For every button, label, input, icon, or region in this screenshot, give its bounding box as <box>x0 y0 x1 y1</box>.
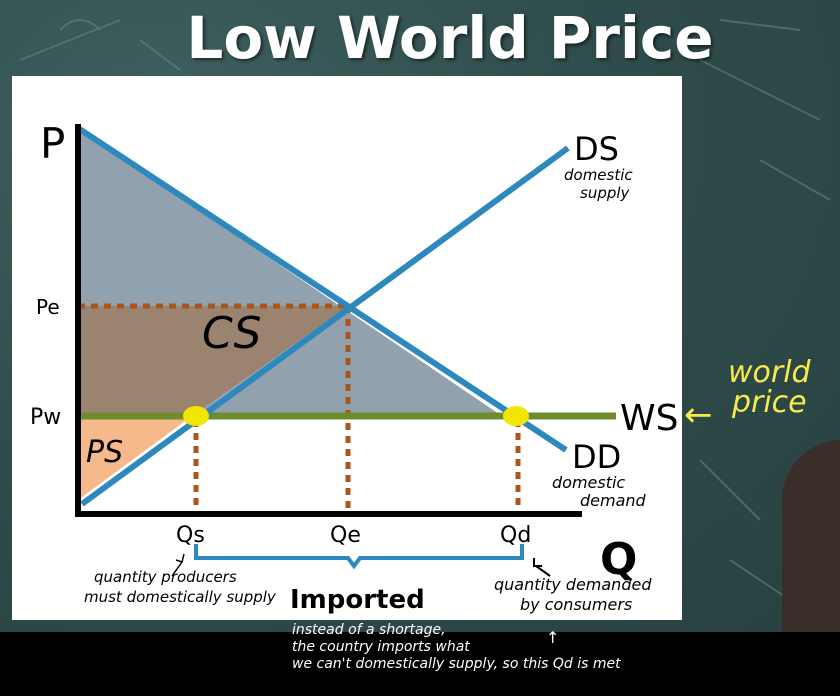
world-price-diagram: P Q Pe Pw Qs Qe Qd DS domestic supply DD… <box>30 119 678 615</box>
diagram-panel: P Q Pe Pw Qs Qe Qd DS domestic supply DD… <box>12 76 682 620</box>
domestic-supply-curve <box>80 145 570 507</box>
ws-label: WS <box>620 398 678 439</box>
ds-desc-line-1: domestic <box>564 166 633 184</box>
bottom-note-arrow-icon: ↑ <box>546 628 560 647</box>
dd-label: DD <box>572 438 621 476</box>
qe-label: Qe <box>330 523 361 548</box>
qd-note-line-2: by consumers <box>520 595 632 614</box>
world-price-note: world price <box>728 358 811 418</box>
caption-bar <box>0 632 840 696</box>
pe-label: Pe <box>36 295 60 319</box>
page-title: Low World Price <box>186 4 714 72</box>
p-axis-label: P <box>40 119 65 168</box>
bottom-note-line-2: the country imports what <box>292 639 470 655</box>
ps-label: PS <box>86 435 123 470</box>
qs-note-line-2: must domestically supply <box>84 588 277 606</box>
qs-intersection-dot <box>183 406 209 426</box>
presenter-silhouette <box>782 440 840 640</box>
consumer-surplus-brown-area <box>78 306 348 416</box>
bottom-note-line-3: we can't domestically supply, so this Qd… <box>292 656 621 672</box>
q-axis-label: Q <box>600 534 637 585</box>
world-price-note-line-1: world <box>728 355 811 390</box>
imported-bracket <box>194 544 524 570</box>
producer-surplus-area <box>78 416 192 500</box>
pw-label: Pw <box>30 405 61 430</box>
bottom-note: instead of a shortage, the country impor… <box>292 622 621 673</box>
imported-label: Imported <box>290 585 425 615</box>
qs-note-line-1: quantity producers <box>94 568 237 586</box>
qd-note-arrow <box>533 558 551 577</box>
qd-label: Qd <box>500 523 531 548</box>
world-price-arrow-icon: ← <box>684 395 713 435</box>
dd-desc-line-2: demand <box>580 491 647 510</box>
dd-desc-line-1: domestic <box>552 473 625 492</box>
qs-label: Qs <box>176 523 205 548</box>
ds-label: DS <box>574 130 619 168</box>
cs-label: CS <box>202 308 261 359</box>
ds-desc-line-2: supply <box>580 184 631 202</box>
qd-intersection-dot <box>503 406 529 426</box>
domestic-demand-curve <box>76 125 568 453</box>
bottom-note-line-1: instead of a shortage, <box>292 622 446 638</box>
world-price-note-line-2: price <box>731 385 807 420</box>
qd-note-line-1: quantity demanded <box>494 575 652 594</box>
qs-note-arrow <box>171 553 185 577</box>
